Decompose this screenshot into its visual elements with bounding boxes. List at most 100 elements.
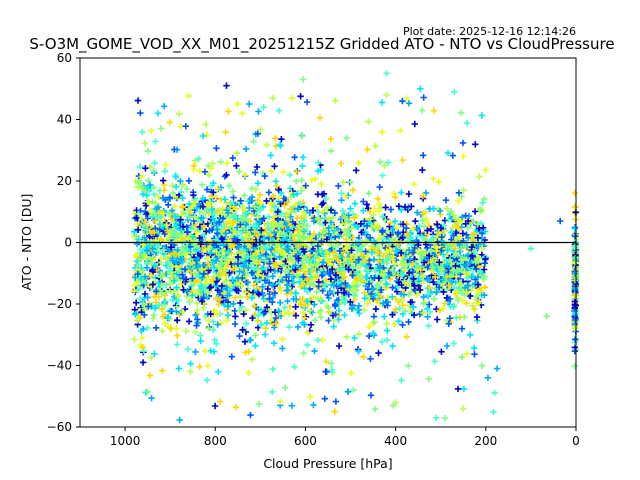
data-point-1158	[395, 203, 403, 210]
data-point-2638	[137, 255, 145, 263]
data-point-1474	[479, 199, 486, 207]
data-point-899	[314, 337, 321, 344]
data-point-2722	[365, 280, 373, 288]
data-point-1933	[325, 216, 332, 223]
data-point-3705	[134, 97, 142, 104]
data-point-3641	[184, 346, 192, 353]
data-point-3297	[249, 197, 256, 204]
data-point-1986	[310, 230, 318, 237]
data-point-2863	[425, 322, 432, 329]
data-point-932	[455, 198, 462, 205]
data-point-1844	[351, 221, 358, 229]
data-point-519	[223, 306, 231, 314]
y-tick-label--60: −60	[47, 420, 72, 434]
data-point-3770	[139, 359, 147, 366]
data-point-265	[366, 323, 373, 330]
data-point-3730	[365, 118, 372, 125]
data-point-2633	[446, 256, 454, 263]
data-point-2540	[269, 273, 276, 280]
data-point-3766	[332, 97, 339, 104]
data-point-3678	[441, 415, 448, 422]
data-point-2521	[198, 298, 206, 305]
data-point-742	[301, 285, 308, 292]
data-point-2817	[468, 244, 476, 251]
data-point-1059	[359, 277, 367, 285]
data-point-3728	[245, 370, 252, 377]
data-point-3722	[175, 365, 182, 372]
data-point-3033	[201, 168, 209, 175]
data-point-3720	[148, 395, 155, 402]
data-point-748	[311, 347, 318, 355]
data-point-2311	[411, 282, 418, 289]
data-point-2168	[357, 272, 365, 279]
data-point-1710	[357, 246, 364, 253]
data-point-3620	[174, 341, 181, 348]
data-point-1616	[141, 305, 148, 312]
data-point-2482	[435, 230, 442, 237]
data-point-1306	[359, 242, 366, 249]
data-point-119	[286, 171, 294, 179]
data-point-1993	[260, 273, 267, 280]
data-point-3630	[459, 139, 467, 147]
data-point-3663	[411, 120, 418, 128]
data-point-1850	[284, 298, 291, 305]
data-point-2764	[221, 301, 228, 309]
data-point-3564	[571, 225, 579, 232]
data-point-2397	[341, 289, 348, 297]
data-point-2292	[464, 274, 471, 282]
data-point-3706	[419, 166, 426, 174]
data-point-1465	[363, 222, 371, 230]
data-point-1121	[389, 293, 396, 300]
data-point-2225	[473, 265, 480, 273]
data-point-3690	[202, 121, 210, 128]
data-point-2069	[376, 183, 383, 191]
data-point-2672	[135, 210, 142, 217]
data-point-1483	[237, 197, 244, 204]
data-point-2974	[298, 177, 305, 184]
data-point-1960	[146, 284, 154, 291]
data-point-1915	[304, 244, 312, 252]
data-point-3687	[430, 107, 437, 114]
data-point-2105	[169, 182, 176, 189]
data-point-71	[243, 320, 250, 327]
data-point-1646	[454, 289, 461, 296]
data-point-1799	[214, 287, 221, 294]
data-point-2557	[321, 284, 329, 291]
data-point-1586	[442, 197, 450, 204]
data-point-3750	[190, 162, 198, 169]
data-point-1691	[185, 318, 193, 325]
data-point-3731	[277, 398, 284, 405]
data-point-2693	[187, 296, 194, 304]
data-point-2579	[458, 245, 465, 252]
data-point-645	[433, 306, 440, 313]
data-point-1190	[241, 338, 249, 345]
data-point-849	[403, 225, 410, 232]
data-point-3714	[364, 146, 371, 153]
data-point-3622	[159, 367, 166, 374]
data-point-2705	[304, 329, 311, 337]
data-point-3696	[279, 345, 286, 352]
data-point-2739	[174, 317, 181, 324]
data-point-1132	[315, 256, 322, 263]
data-point-1284	[422, 215, 430, 223]
data-point-2570	[131, 288, 138, 295]
data-point-121	[335, 182, 342, 190]
data-point-3745	[332, 398, 340, 405]
data-point-2494	[420, 309, 427, 317]
data-point-685	[471, 208, 479, 215]
data-point-2090	[341, 299, 348, 307]
data-point-2262	[262, 325, 269, 332]
data-point-1325	[197, 337, 204, 345]
data-point-2714	[254, 317, 262, 324]
data-point-2457	[480, 275, 488, 282]
data-point-2498	[398, 189, 405, 196]
data-point-361	[343, 236, 350, 243]
data-point-3654	[420, 152, 427, 159]
data-point-3781	[417, 85, 424, 92]
data-point-2786	[248, 269, 256, 276]
data-point-2111	[152, 217, 159, 225]
data-point-1708	[409, 303, 417, 311]
data-point-2680	[282, 268, 289, 275]
data-point-3739	[327, 135, 335, 143]
data-point-2757	[327, 238, 334, 245]
